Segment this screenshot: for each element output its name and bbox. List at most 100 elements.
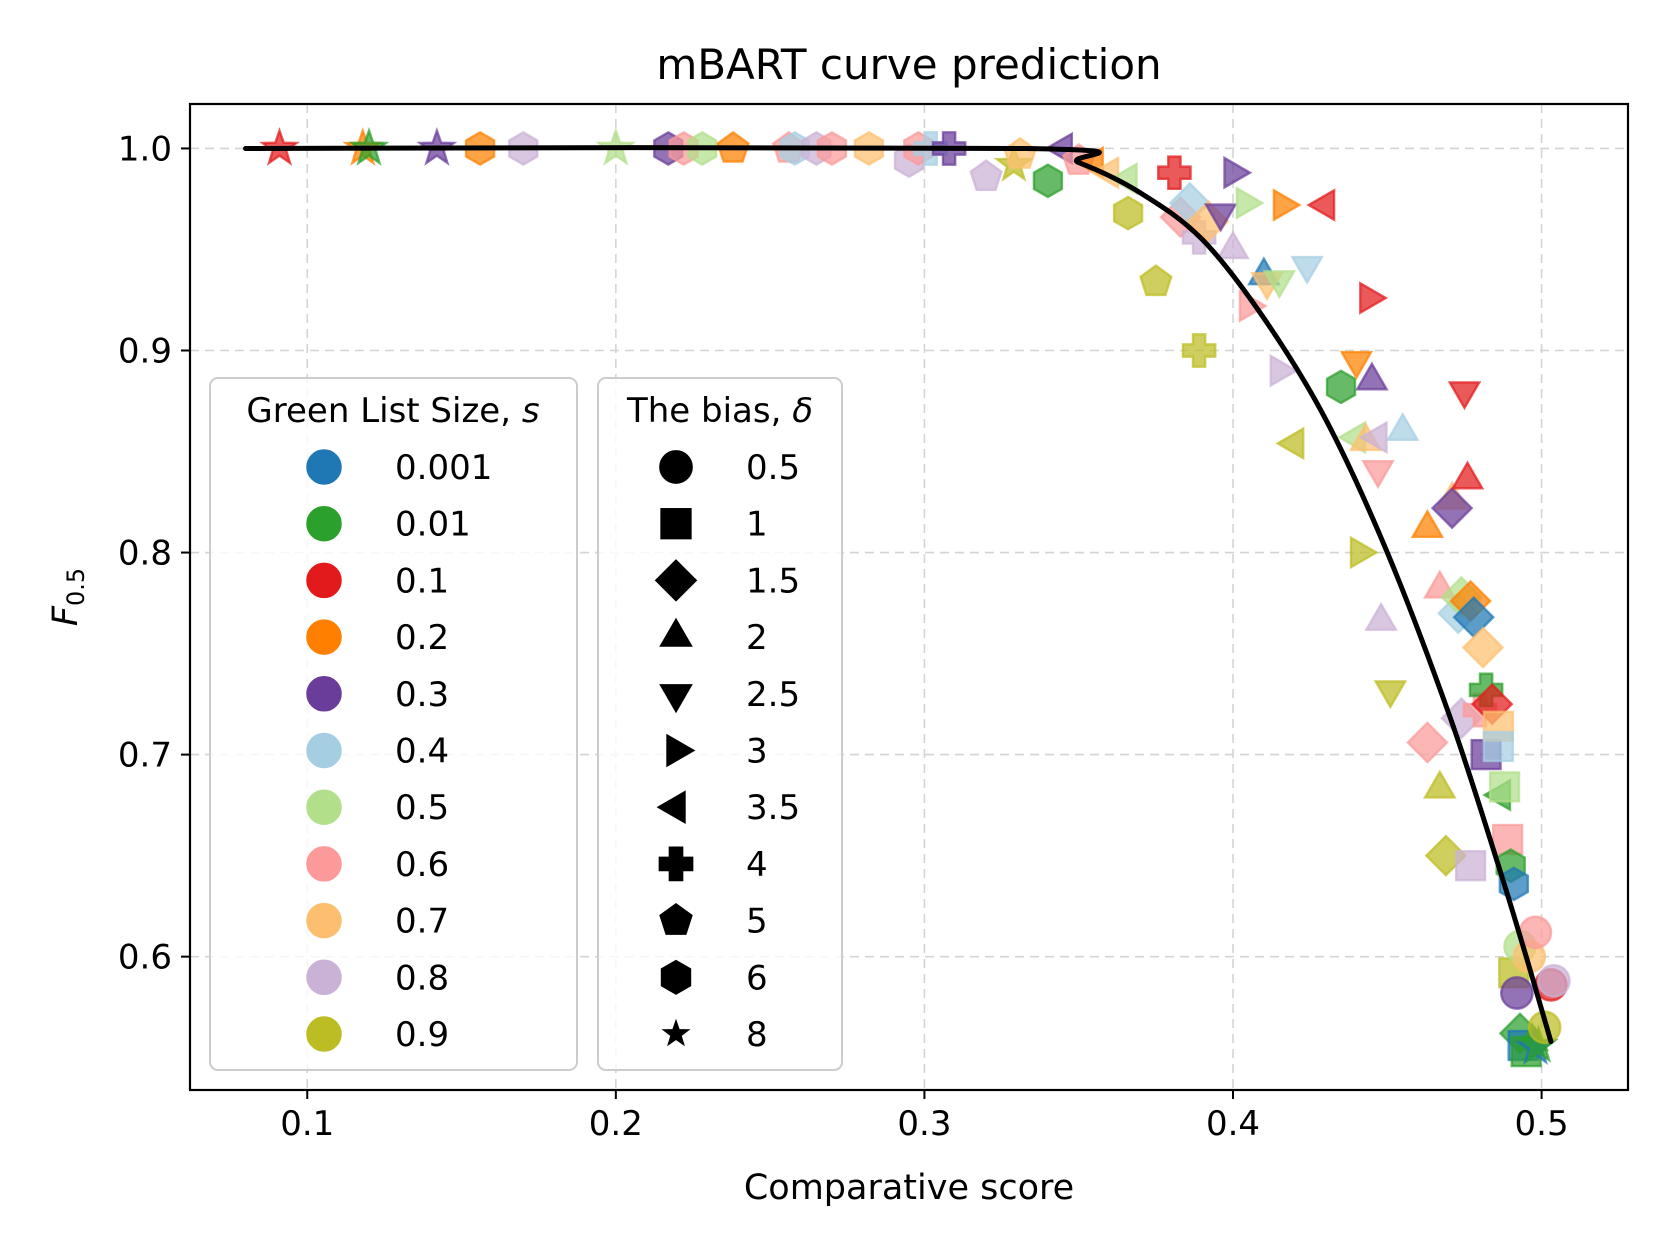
data-point <box>1447 381 1482 411</box>
y-axis-label-subscript: 0.5 <box>62 568 90 606</box>
legend-color-entries: 0.001 0.01 0.1 0.2 0.3 0.4 0.5 0.6 0.7 0.8 0.9 <box>306 448 492 1055</box>
legend-marker-symbol <box>659 617 693 647</box>
legend-marker-label: 3 <box>746 732 768 772</box>
legend-marker-symbol <box>659 450 693 484</box>
legend-color-title: Green List Size, s <box>246 391 539 431</box>
legend-green-list-size: Green List Size, s 0.001 0.01 0.1 0.2 0.3 0.4… <box>209 377 578 1071</box>
data-point <box>1157 155 1192 191</box>
legend-color-swatch <box>306 789 342 825</box>
data-point <box>1269 353 1299 388</box>
legend-marker-symbol <box>660 508 692 540</box>
legend-color-swatch <box>306 619 342 655</box>
data-point <box>1423 769 1457 799</box>
legend-color-swatch <box>306 846 342 882</box>
data-point <box>1235 186 1265 220</box>
legend-color-label: 0.6 <box>395 845 449 885</box>
legend-color-label: 0.3 <box>395 675 449 715</box>
y-tick-label: 0.7 <box>118 736 172 776</box>
data-point <box>1306 188 1336 222</box>
legend-color-title-symbol: s <box>522 391 540 431</box>
legend-marker-label: 1.5 <box>746 561 800 601</box>
fit-curve <box>243 144 1554 1044</box>
legend-color-label: 0.5 <box>395 788 449 828</box>
legend-marker-symbol <box>659 684 693 714</box>
x-tick-label: 0.1 <box>280 1104 334 1144</box>
legend-color-label: 0.8 <box>395 958 449 998</box>
data-point <box>1339 350 1374 381</box>
legend-color-swatch <box>306 902 342 939</box>
legend-marker-title: The bias, δ <box>626 391 813 431</box>
x-tick-label: 0.3 <box>897 1104 951 1144</box>
data-point <box>1216 230 1250 260</box>
legend-color-frame <box>209 377 578 1071</box>
data-point <box>1492 823 1524 856</box>
legend-marker-title-text: The bias, <box>626 391 792 431</box>
legend-marker-label: 5 <box>746 902 768 942</box>
y-axis-label-base: F <box>46 605 86 626</box>
data-point <box>1272 188 1302 222</box>
legend-color-label: 0.001 <box>395 448 492 488</box>
legend-marker-label: 3.5 <box>746 788 800 828</box>
y-tick-label: 0.9 <box>118 332 172 372</box>
data-point <box>1430 486 1474 530</box>
y-axis-label: F0.5 <box>46 568 90 626</box>
legend-color-swatch <box>306 562 342 599</box>
data-point <box>1139 264 1173 297</box>
legend-marker-title-symbol: δ <box>792 391 813 431</box>
legend-bias: The bias, δ 0.5 1 1.5 2 2.5 3 3.5 4 5 6 8 <box>597 377 843 1071</box>
data-point <box>1461 626 1505 669</box>
data-point <box>1373 680 1408 710</box>
legend-color-label: 0.1 <box>395 561 449 601</box>
data-point <box>1359 281 1389 315</box>
legend-marker-symbol <box>656 790 686 824</box>
data-point <box>1262 270 1297 300</box>
x-tick-label: 0.4 <box>1206 1104 1260 1144</box>
legend-color-swatch <box>306 732 342 769</box>
data-point <box>969 159 1003 191</box>
data-point <box>1406 721 1449 764</box>
chart-title: mBART curve prediction <box>656 40 1161 89</box>
data-point <box>1361 460 1395 490</box>
x-axis-label: Comparative score <box>744 1168 1074 1208</box>
legend-marker-symbol <box>661 1018 691 1047</box>
data-point <box>1537 964 1571 998</box>
legend-marker-label: 2.5 <box>746 675 800 715</box>
data-point <box>1325 369 1357 405</box>
legend-marker-symbol <box>666 733 696 768</box>
data-points <box>259 126 1571 1068</box>
plot-frame <box>188 102 1630 1092</box>
legend-color-label: 0.4 <box>395 732 449 772</box>
data-point <box>1500 976 1534 1010</box>
legend-color-label: 0.2 <box>395 618 449 658</box>
legend-marker-symbol <box>654 559 698 602</box>
legend-color-swatch <box>306 676 342 712</box>
data-point <box>1275 426 1305 461</box>
legend-color-swatch <box>306 505 342 542</box>
legend-marker-label: 2 <box>746 618 768 658</box>
data-point <box>1358 420 1388 455</box>
y-tick-label: 1.0 <box>118 129 172 169</box>
legend-marker-label: 1 <box>746 505 768 545</box>
data-point <box>1112 195 1144 231</box>
data-point <box>1355 361 1389 391</box>
legend-marker-symbol <box>660 959 692 995</box>
data-point <box>1488 771 1521 803</box>
data-point <box>1290 255 1324 286</box>
data-point <box>1482 730 1515 763</box>
legend-marker-frame <box>597 377 843 1071</box>
data-point <box>1223 155 1253 190</box>
data-point <box>1349 535 1379 570</box>
data-point <box>1203 203 1238 233</box>
legend-color-swatch <box>306 449 342 485</box>
x-tick-label: 0.2 <box>589 1104 643 1144</box>
legend-marker-label: 8 <box>746 1015 768 1055</box>
y-tick-label: 0.8 <box>118 534 172 574</box>
data-point <box>1181 333 1217 368</box>
axis-ticks: 0.1 0.2 0.3 0.4 0.5 0.6 0.7 0.8 0.9 1.0 <box>118 129 1569 1144</box>
data-point <box>1410 508 1445 538</box>
data-point <box>1450 460 1485 490</box>
data-point <box>1032 163 1064 199</box>
legend-marker-label: 4 <box>746 845 768 885</box>
x-tick-label: 0.5 <box>1515 1104 1569 1144</box>
